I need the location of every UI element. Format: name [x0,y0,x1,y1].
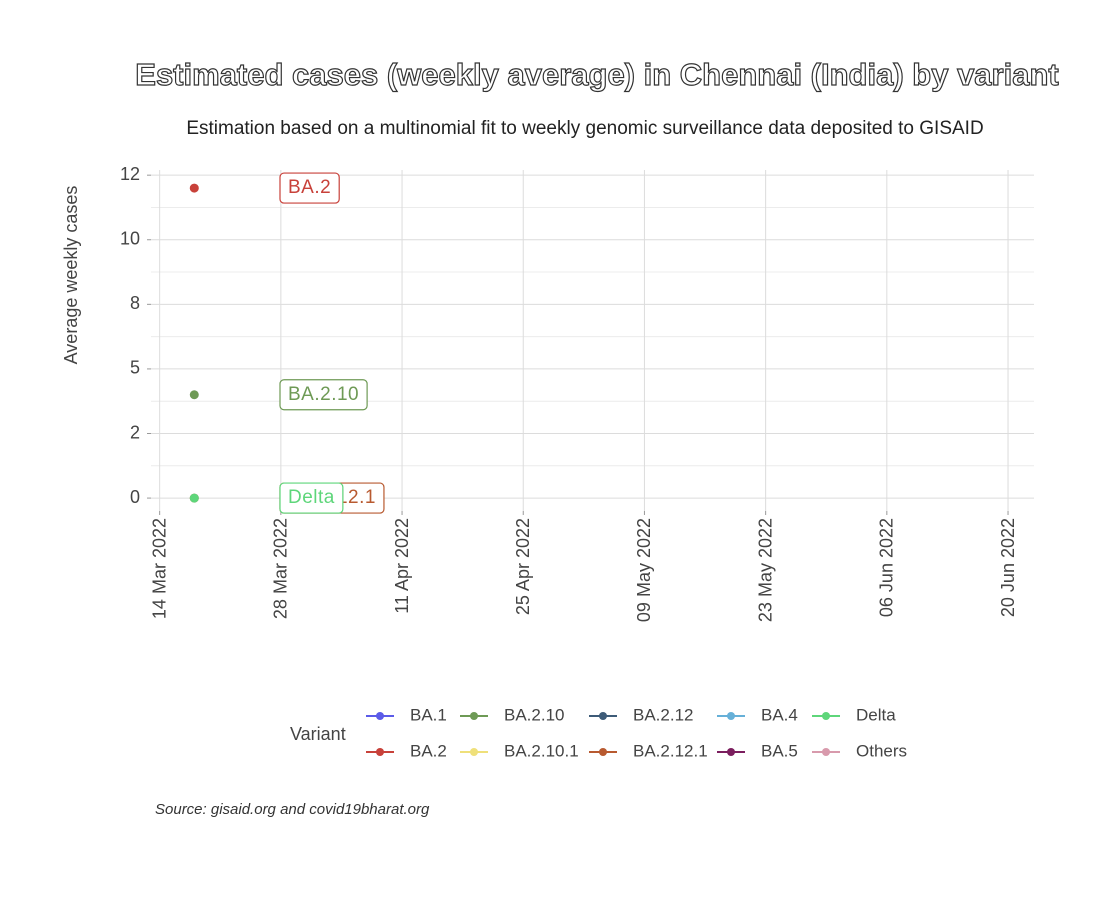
x-tick-label: 20 Jun 2022 [998,518,1018,617]
data-label-text: BA.2.10 [288,384,359,405]
legend-label: BA.5 [761,741,798,760]
legend-key-dot [822,712,830,720]
data-label-box [279,172,340,204]
x-tick-label: 28 Mar 2022 [271,518,291,619]
legend-key-dot [599,748,607,756]
legend-key-dot [470,748,478,756]
legend-key-dot [727,748,735,756]
y-tick-label: 2 [130,422,140,442]
y-tick-label: 0 [130,487,140,507]
legend-key-dot [822,748,830,756]
legend-key-dot [376,712,384,720]
legend-key-dot [470,712,478,720]
y-tick-label: 10 [120,229,140,249]
legend-key-dot [727,712,735,720]
y-axis-label: Average weekly cases [61,186,81,365]
data-label-box [279,379,368,411]
data-label-text: BA.2 [288,177,331,198]
legend-label: BA.4 [761,705,798,724]
legend-label: BA.1 [410,705,447,724]
legend-label: BA.2.12.1 [633,741,708,760]
x-tick-label: 09 May 2022 [634,518,654,622]
legend-label: Others [856,741,907,760]
x-tick-label: 06 Jun 2022 [877,518,897,617]
legend-label: BA.2 [410,741,447,760]
y-tick-label: 12 [120,164,140,184]
legend-label: BA.2.10.1 [504,741,579,760]
chart-title: Estimated cases (weekly average) in Chen… [135,57,1058,92]
data-label: Delta [279,482,344,514]
caption: Source: gisaid.org and covid19bharat.org [155,801,430,818]
legend-key-dot [376,748,384,756]
data-point [189,493,199,503]
y-tick-label: 5 [130,358,140,378]
legend-label: BA.2.10 [504,705,565,724]
data-point [189,390,199,400]
chart-subtitle: Estimation based on a multinomial fit to… [186,118,983,139]
x-tick-label: 25 Apr 2022 [513,518,533,615]
x-tick-label: 23 May 2022 [755,518,775,622]
data-point [189,183,199,193]
data-label: BA.2.10 [279,379,368,411]
legend-title: Variant [290,724,346,744]
data-label-box [279,482,344,514]
x-tick-label: 14 Mar 2022 [149,518,169,619]
legend-key-dot [599,712,607,720]
y-tick-label: 8 [130,293,140,313]
data-label-text: Delta [288,487,335,508]
legend-label: BA.2.12 [633,705,694,724]
x-tick-label: 11 Apr 2022 [392,518,412,614]
legend-label: Delta [856,705,896,724]
data-label: BA.2 [279,172,340,204]
